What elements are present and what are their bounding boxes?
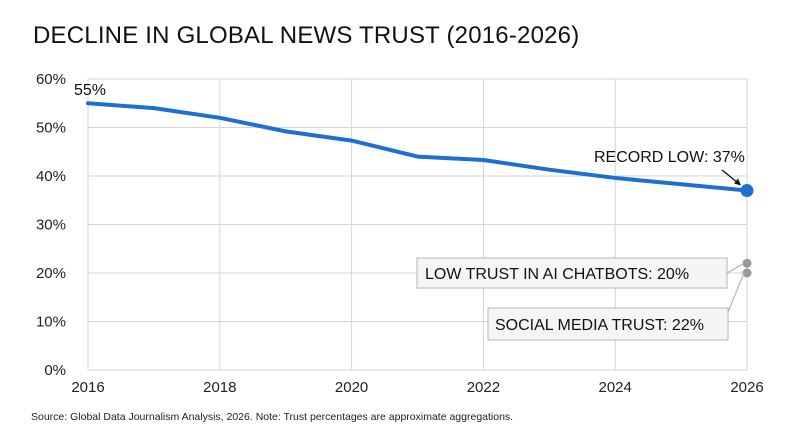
y-tick-label: 0%: [44, 362, 66, 379]
x-tick-label: 2018: [203, 379, 236, 396]
y-tick-label: 30%: [36, 217, 66, 234]
social-media-label-box: [487, 307, 729, 341]
record-low-point: [740, 184, 754, 198]
ai-chatbots-label: LOW TRUST IN AI CHATBOTS: 20%: [425, 266, 689, 283]
source-note: Source: Global Data Journalism Analysis,…: [31, 411, 514, 423]
x-tick-label: 2022: [467, 379, 500, 396]
y-tick-label: 60%: [36, 71, 66, 88]
record-low-arrowhead: [734, 178, 741, 186]
trust-series-line: [86, 101, 749, 193]
y-tick-label: 50%: [36, 120, 66, 137]
record-low-label: RECORD LOW: 37%: [594, 149, 745, 166]
start-value-label: 55%: [74, 82, 106, 99]
x-tick-label: 2016: [71, 379, 104, 396]
ai-chatbots-connector: [726, 262, 745, 274]
ai-chatbots-label-box: [416, 257, 728, 289]
x-tick-label: 2026: [730, 379, 763, 396]
y-tick-label: 40%: [36, 168, 66, 185]
y-tick-label: 10%: [36, 314, 66, 331]
x-tick-label: 2020: [335, 379, 368, 396]
x-tick-label: 2024: [599, 379, 632, 396]
social-media-connector: [727, 272, 745, 313]
chart-title: DECLINE IN GLOBAL NEWS TRUST (2016-2026): [33, 22, 580, 49]
y-tick-label: 20%: [36, 265, 66, 282]
social-media-label: SOCIAL MEDIA TRUST: 22%: [495, 317, 704, 334]
secondary-point: [742, 268, 752, 278]
secondary-point: [742, 258, 752, 268]
